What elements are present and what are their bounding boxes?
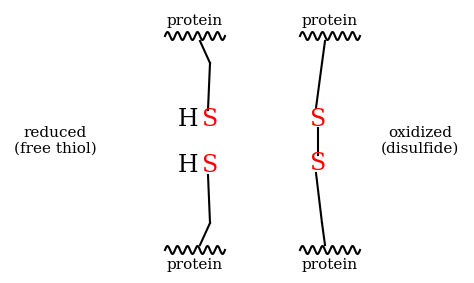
- Text: S: S: [310, 151, 326, 175]
- Text: protein: protein: [302, 258, 358, 272]
- Text: H: H: [177, 153, 198, 177]
- Text: protein: protein: [302, 14, 358, 28]
- Text: S: S: [202, 108, 218, 132]
- Text: reduced
(free thiol): reduced (free thiol): [14, 126, 96, 156]
- Text: protein: protein: [167, 258, 223, 272]
- Text: oxidized
(disulfide): oxidized (disulfide): [381, 126, 459, 156]
- Text: H: H: [177, 108, 198, 132]
- Text: S: S: [202, 153, 218, 177]
- Text: S: S: [310, 108, 326, 132]
- Text: protein: protein: [167, 14, 223, 28]
